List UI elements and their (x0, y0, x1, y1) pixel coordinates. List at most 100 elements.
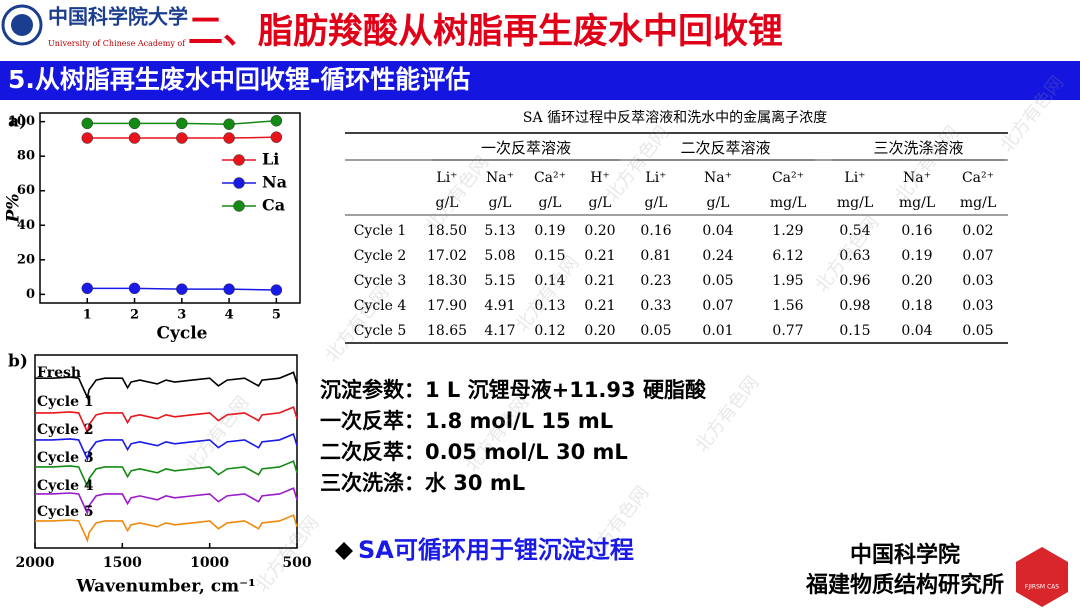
data-point (176, 117, 188, 130)
table-cell: 17.90 (427, 298, 467, 314)
data-point (223, 118, 235, 130)
group-header: 一次反萃溶液 (481, 139, 571, 157)
table-cell: 1.56 (772, 298, 803, 314)
spectrum-line (35, 487, 298, 516)
legend-label: Na (262, 173, 287, 192)
group-header: 二次反萃溶液 (680, 139, 770, 157)
column-unit: mg/L (899, 195, 935, 211)
legend-label: Li (262, 150, 279, 169)
legend-label: Cycle 5 (37, 504, 94, 520)
table-cell: 0.14 (534, 273, 565, 289)
column-unit: g/L (436, 195, 459, 211)
data-point (128, 282, 141, 295)
legend-label: Cycle 4 (37, 478, 94, 494)
legend-label: Ca (262, 196, 285, 215)
data-point (270, 131, 283, 143)
table-cell: 6.12 (772, 248, 803, 264)
watermark: 北方有色网 (251, 512, 323, 596)
column-header: Na⁺ (903, 170, 931, 186)
row-header: Cycle 2 (354, 248, 407, 264)
legend-label: Cycle 1 (37, 394, 94, 410)
condition-line: 二次反萃：0.05 mol/L 30 mL (320, 440, 628, 464)
table-cell: 0.54 (839, 223, 870, 239)
table-cell: 0.05 (702, 273, 733, 289)
y-tick-label: 60 (17, 183, 35, 198)
condition-line: 三次洗涤：水 30 mL (320, 471, 525, 495)
content: a) 0 20 40 60 80 100 1 2 3 4 5 Cycle P% Li Na Ca b) 2000 15… (4, 72, 1069, 596)
data-point (176, 283, 188, 295)
table-cell: 0.19 (901, 248, 932, 264)
table-cell: 0.05 (640, 323, 671, 339)
table-cell: 0.18 (901, 298, 932, 314)
data-point (223, 283, 235, 295)
column-unit: g/L (539, 195, 562, 211)
data-point (81, 282, 94, 295)
table-cell: 0.20 (584, 223, 615, 239)
spectrum-line (35, 514, 298, 543)
table-cell: 1.29 (772, 223, 803, 239)
column-header: Li⁺ (645, 170, 666, 186)
table-cell: 0.24 (702, 248, 733, 264)
data-point (81, 132, 94, 144)
table-cell: 0.81 (640, 248, 671, 264)
data-point (128, 132, 141, 144)
spectrum-line (35, 460, 298, 489)
column-header: Li⁺ (844, 170, 865, 186)
group-header: 三次洗涤溶液 (873, 139, 963, 157)
footer-line: 中国科学院 (850, 542, 960, 568)
table-cell: 0.16 (901, 223, 932, 239)
table-cell: 0.15 (534, 248, 565, 264)
column-unit: mg/L (960, 195, 996, 211)
column-unit: g/L (645, 195, 668, 211)
column-header: Ca²⁺ (962, 170, 994, 186)
spectrum-line (35, 371, 298, 400)
column-unit: g/L (589, 195, 612, 211)
table-cell: 0.77 (772, 323, 803, 339)
legend-marker (233, 177, 245, 189)
column-header: Ca²⁺ (534, 170, 566, 186)
row-header: Cycle 3 (354, 273, 407, 289)
column-header: Ca²⁺ (772, 170, 804, 186)
panel-label: a) (8, 112, 27, 132)
data-point (176, 132, 188, 144)
x-tick-label: 4 (225, 308, 234, 323)
data-point (81, 117, 94, 130)
table-cell: 0.20 (901, 273, 932, 289)
y-tick-label: 40 (17, 218, 35, 233)
logo-subtitle: University of Chinese Academy of (48, 39, 186, 48)
x-tick-label: 2000 (16, 555, 55, 571)
table-cell: 0.12 (534, 323, 565, 339)
table-cell: 1.95 (772, 273, 803, 289)
table-cell: 0.13 (534, 298, 565, 314)
data-point (223, 132, 235, 144)
table-cell: 0.03 (962, 273, 993, 289)
logo-emblem-core (11, 14, 33, 36)
table-cell: 0.63 (839, 248, 870, 264)
table-cell: 0.33 (640, 298, 671, 314)
bullet (335, 542, 353, 560)
table-cell: 18.65 (427, 323, 467, 339)
table-cell: 0.04 (702, 223, 733, 239)
column-unit: mg/L (837, 195, 873, 211)
table-cell: 0.21 (584, 298, 615, 314)
x-tick-label: 1500 (103, 555, 142, 571)
x-tick-label: 1000 (190, 555, 229, 571)
footer-line: 福建物质结构研究所 (805, 572, 1004, 598)
table-cell: 0.04 (901, 323, 932, 339)
plot-frame (34, 354, 298, 549)
x-tick-label: 2 (130, 308, 139, 323)
table-cell: 5.08 (484, 248, 515, 264)
watermark: 北方有色网 (601, 122, 673, 206)
data-point (128, 117, 141, 130)
section-bar (0, 61, 1080, 100)
condition-line: 沉淀参数：1 L 沉锂母液+11.93 硬脂酸 (320, 378, 707, 402)
table-cell: 5.13 (484, 223, 515, 239)
watermark: 北方有色网 (181, 392, 253, 476)
x-tick-label: 500 (282, 555, 311, 571)
table-cell: 4.17 (484, 323, 515, 339)
y-tick-label: 100 (8, 114, 35, 129)
table-cell: 0.15 (839, 323, 870, 339)
footer-logo-text: FJIRSM CAS (1025, 584, 1059, 591)
